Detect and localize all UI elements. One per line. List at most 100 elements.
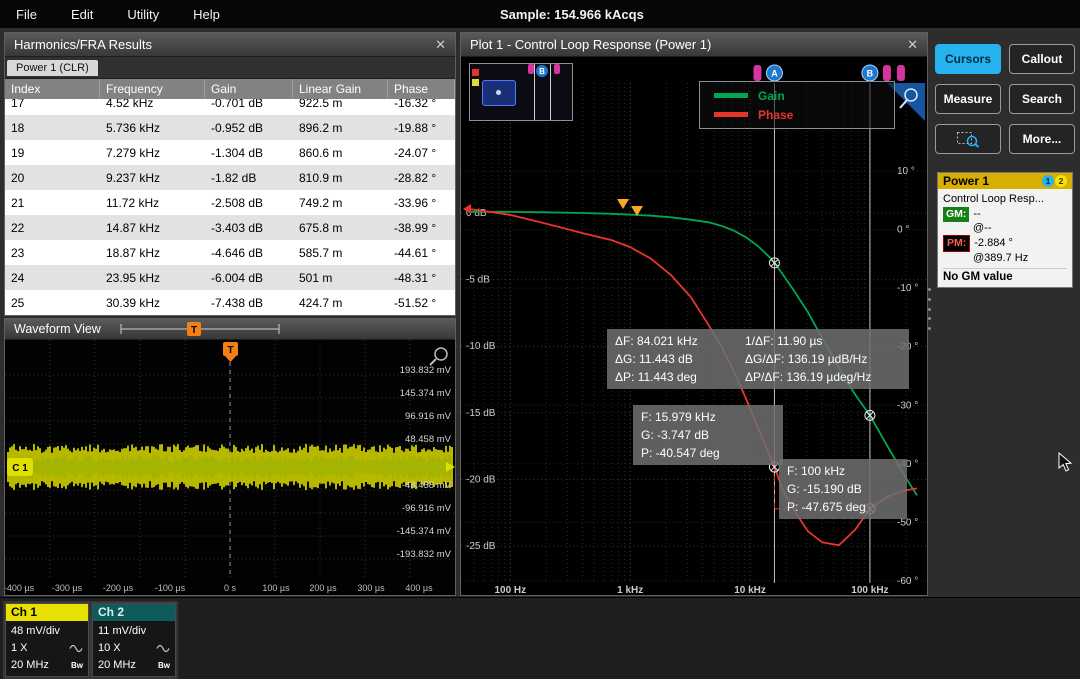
power-badge-subtitle: Control Loop Resp...	[943, 192, 1067, 207]
cursor-b-frequency: F: 100 kHz	[787, 462, 899, 480]
ch1-badge[interactable]: Ch 1 48 mV/div 1 X 20 MHzBw	[5, 603, 89, 677]
callout-button[interactable]: Callout	[1009, 44, 1075, 74]
sine-icon	[69, 644, 83, 653]
measure-button[interactable]: Measure	[935, 84, 1001, 114]
table-cell: -48.31 °	[388, 271, 455, 285]
table-cell: 7.279 kHz	[100, 146, 205, 160]
control-loop-plot-panel: Plot 1 - Control Loop Response (Power 1)…	[460, 32, 928, 596]
thumb-cursor-handle[interactable]	[528, 64, 534, 74]
thumb-cursor-handle[interactable]	[554, 64, 560, 74]
source-2-icon: 2	[1055, 175, 1067, 187]
menu-help[interactable]: Help	[193, 7, 220, 22]
waveform-zoom-icon[interactable]	[430, 348, 447, 365]
results-title-bar[interactable]: Harmonics/FRA Results ✕	[5, 33, 455, 57]
table-cell: -24.07 °	[388, 146, 455, 160]
table-cell: -6.004 dB	[205, 271, 293, 285]
thumb-cursor-line	[550, 64, 551, 120]
table-cell: 24	[5, 271, 100, 285]
table-row[interactable]: 2530.39 kHz-7.438 dB424.7 m-51.52 °	[5, 290, 455, 315]
table-cell: -51.52 °	[388, 296, 455, 310]
table-cell: -1.304 dB	[205, 146, 293, 160]
table-row[interactable]: 209.237 kHz-1.82 dB810.9 m-28.82 °	[5, 165, 455, 190]
table-body[interactable]: 174.52 kHz-0.701 dB922.5 m-16.32 °185.73…	[5, 99, 455, 316]
column-header[interactable]: Frequency	[100, 79, 205, 99]
legend-swatch	[714, 93, 748, 98]
table-row[interactable]: 2318.87 kHz-4.646 dB585.7 m-44.61 °	[5, 240, 455, 265]
bandwidth-icon: Bw	[71, 657, 83, 674]
column-header[interactable]: Linear Gain	[293, 79, 388, 99]
svg-text:-400 µs: -400 µs	[5, 583, 35, 593]
delta-g: ΔG: 11.443 dB	[615, 350, 745, 368]
table-cell: -44.61 °	[388, 246, 455, 260]
power1-measurement-badge[interactable]: Power 1 1 2 Control Loop Resp... GM:-- @…	[937, 172, 1073, 288]
source-1-icon: 1	[1042, 175, 1054, 187]
cursor-b-gain: G: -15.190 dB	[787, 480, 899, 498]
thumb-cursor-b-badge: B	[536, 65, 548, 77]
pm-frequency: @389.7 Hz	[943, 252, 1067, 265]
waveform-title-bar[interactable]: Waveform View T	[5, 319, 455, 340]
cursor-a-gain: G: -3.747 dB	[641, 426, 775, 444]
table-cell: 17	[5, 99, 100, 110]
cursor-a-frequency: F: 15.979 kHz	[641, 408, 775, 426]
zoom-tool-button[interactable]	[935, 124, 1001, 154]
menu-utility[interactable]: Utility	[127, 7, 159, 22]
zoom-box-icon	[956, 130, 980, 148]
cursors-button[interactable]: Cursors	[935, 44, 1001, 74]
waveform-plot[interactable]: 193.832 mV145.374 mV96.916 mV48.458 mV-4…	[5, 340, 455, 595]
plot-overview-thumbnail[interactable]: B	[469, 63, 573, 121]
results-tab-row: Power 1 (CLR)	[5, 57, 455, 79]
svg-text:400 µs: 400 µs	[405, 583, 433, 593]
table-cell: -33.96 °	[388, 196, 455, 210]
cursor-b-handle[interactable]	[883, 65, 891, 81]
table-row[interactable]: 174.52 kHz-0.701 dB922.5 m-16.32 °	[5, 99, 455, 115]
table-row[interactable]: 197.279 kHz-1.304 dB860.6 m-24.07 °	[5, 140, 455, 165]
power-badge-title: Power 1	[943, 174, 989, 188]
ch2-bandwidth: 20 MHz	[98, 657, 136, 674]
more-button[interactable]: More...	[1009, 124, 1075, 154]
table-cell: 860.6 m	[293, 146, 388, 160]
table-row[interactable]: 2423.95 kHz-6.004 dB501 m-48.31 °	[5, 265, 455, 290]
table-header: IndexFrequencyGainLinear GainPhase	[5, 79, 455, 99]
ch2-scale: 11 mV/div	[98, 623, 146, 640]
table-row[interactable]: 185.736 kHz-0.952 dB896.2 m-19.88 °	[5, 115, 455, 140]
right-sidebar: Cursors Callout Measure Search More... P…	[932, 32, 1078, 596]
ch2-label: Ch 2	[93, 604, 175, 621]
cursor-handle[interactable]	[897, 65, 905, 81]
gm-status-note: No GM value	[943, 268, 1067, 283]
svg-text:-193.832 mV: -193.832 mV	[397, 549, 452, 560]
table-row[interactable]: 2214.87 kHz-3.403 dB675.8 m-38.99 °	[5, 215, 455, 240]
close-icon[interactable]: ✕	[435, 38, 446, 51]
close-icon[interactable]: ✕	[907, 38, 918, 51]
plot-title-bar[interactable]: Plot 1 - Control Loop Response (Power 1)…	[461, 33, 927, 57]
table-row[interactable]: 2111.72 kHz-2.508 dB749.2 m-33.96 °	[5, 190, 455, 215]
waveform-zoom-scrollbar[interactable]: T	[115, 321, 285, 337]
panel-resize-handle[interactable]	[927, 288, 932, 330]
cursor-a-readout: F: 15.979 kHz G: -3.747 dB P: -40.547 de…	[633, 405, 783, 465]
table-cell: -0.952 dB	[205, 121, 293, 135]
table-cell: -19.88 °	[388, 121, 455, 135]
column-header[interactable]: Index	[5, 79, 100, 99]
column-header[interactable]: Gain	[205, 79, 293, 99]
table-cell: 501 m	[293, 271, 388, 285]
search-button[interactable]: Search	[1009, 84, 1075, 114]
tab-power1-clr[interactable]: Power 1 (CLR)	[7, 60, 98, 76]
svg-text:200 µs: 200 µs	[309, 583, 337, 593]
gm-value: --	[973, 208, 980, 220]
plot-legend: GainPhase	[699, 81, 895, 129]
svg-text:1 kHz: 1 kHz	[617, 585, 643, 595]
menu-edit[interactable]: Edit	[71, 7, 93, 22]
menu-bar: File Edit Utility Help Sample: 154.966 k…	[0, 0, 1080, 28]
table-cell: 14.87 kHz	[100, 221, 205, 235]
table-cell: 23	[5, 246, 100, 260]
thumb-red-marker-icon	[472, 69, 479, 76]
svg-text:-96.916 mV: -96.916 mV	[402, 503, 452, 514]
sine-icon	[156, 644, 170, 653]
column-header[interactable]: Phase	[388, 79, 455, 99]
ch2-badge[interactable]: Ch 2 11 mV/div 10 X 20 MHzBw	[92, 603, 176, 677]
svg-text:-100 µs: -100 µs	[155, 583, 186, 593]
menu-file[interactable]: File	[16, 7, 37, 22]
plot-area[interactable]: 0 dB-5 dB-10 dB-15 dB-20 dB-25 dB10 °0 °…	[461, 57, 927, 595]
thumb-device-dot	[496, 90, 501, 95]
plot-title: Plot 1 - Control Loop Response (Power 1)	[470, 37, 711, 52]
cursor-a-handle[interactable]	[753, 65, 761, 81]
